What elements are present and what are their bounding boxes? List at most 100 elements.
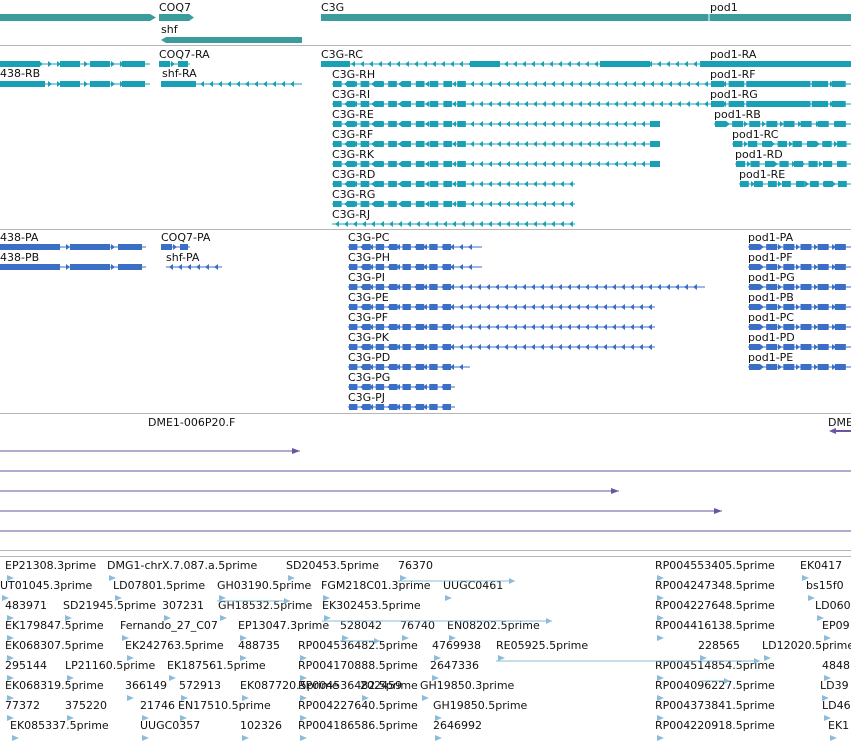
feature-glyph[interactable] [0,61,150,67]
est-glyph[interactable] [445,595,452,601]
feature-glyph[interactable] [710,81,851,87]
feature-glyph[interactable] [748,364,851,370]
est-glyph[interactable] [449,635,456,641]
feature-glyph[interactable] [0,244,146,250]
gene-bar-coq7[interactable] [159,14,189,21]
feature-glyph[interactable] [735,161,851,167]
feature-glyph[interactable] [748,264,851,270]
est-glyph[interactable] [242,695,249,701]
est-glyph[interactable] [824,715,831,721]
est-glyph[interactable] [12,735,19,741]
gene-bar-shf[interactable] [166,37,302,43]
feature-glyph[interactable] [0,81,150,87]
feature-glyph[interactable] [332,141,660,147]
est-glyph[interactable] [7,615,14,621]
est-glyph[interactable] [657,575,664,581]
feature-glyph[interactable] [348,324,655,330]
est-glyph[interactable] [435,735,442,741]
est-glyph[interactable] [7,675,14,681]
est-glyph[interactable] [109,575,116,581]
est-glyph[interactable] [657,735,664,741]
est-glyph[interactable] [400,575,407,581]
est-glyph[interactable] [657,615,664,621]
est-glyph[interactable] [169,675,176,681]
est-glyph[interactable] [657,595,664,601]
est-glyph[interactable] [300,655,307,661]
est-glyph[interactable] [300,675,307,681]
est-glyph[interactable] [220,615,227,621]
feature-glyph[interactable] [732,141,851,147]
est-glyph[interactable] [181,695,188,701]
est-glyph[interactable] [300,715,307,721]
est-glyph[interactable] [300,735,307,741]
est-glyph[interactable] [657,715,664,721]
feature-glyph[interactable] [348,264,482,270]
est-glyph[interactable] [802,575,809,581]
feature-glyph[interactable] [710,101,851,107]
est-glyph[interactable] [498,655,505,661]
est-glyph[interactable] [808,595,815,601]
feature-glyph[interactable] [159,61,190,67]
est-glyph[interactable] [362,695,369,701]
est-glyph[interactable] [657,695,664,701]
feature-glyph[interactable] [348,244,482,250]
est-glyph[interactable] [824,635,831,641]
feature-glyph[interactable] [332,221,575,227]
est-glyph[interactable] [657,675,664,681]
est-glyph[interactable] [164,615,171,621]
est-glyph[interactable] [422,695,429,701]
est-glyph[interactable] [122,635,129,641]
clone-feature[interactable] [0,488,619,494]
feature-glyph[interactable] [739,181,851,187]
est-glyph[interactable] [7,635,14,641]
est-glyph[interactable] [7,655,14,661]
est-glyph[interactable] [180,715,187,721]
est-glyph[interactable] [115,595,122,601]
est-glyph[interactable] [242,735,249,741]
est-glyph[interactable] [764,655,771,661]
est-glyph[interactable] [127,695,134,701]
est-glyph[interactable] [127,655,134,661]
est-glyph[interactable] [324,615,331,621]
gene-bar[interactable] [0,14,150,21]
est-glyph[interactable] [817,615,824,621]
est-glyph[interactable] [219,595,226,601]
feature-glyph[interactable] [348,304,655,310]
feature-glyph[interactable] [166,264,222,270]
feature-glyph[interactable] [348,344,655,350]
feature-glyph[interactable] [748,344,851,350]
gene-bar-c3g[interactable] [321,14,851,21]
est-glyph[interactable] [342,635,349,641]
feature-glyph[interactable] [714,121,851,127]
est-glyph[interactable] [830,735,837,741]
est-glyph[interactable] [67,715,74,721]
feature-glyph[interactable] [332,181,575,187]
feature-glyph[interactable] [161,244,190,250]
feature-glyph[interactable] [748,324,851,330]
est-glyph[interactable] [240,655,247,661]
feature-glyph[interactable] [710,61,851,67]
est-glyph[interactable] [67,675,74,681]
est-glyph[interactable] [142,715,149,721]
est-glyph[interactable] [7,715,14,721]
est-glyph[interactable] [323,595,330,601]
feature-glyph[interactable] [348,384,455,390]
clone-feature[interactable] [0,508,722,514]
feature-glyph[interactable] [348,284,705,290]
est-glyph[interactable] [435,715,442,721]
feature-glyph[interactable] [332,201,575,207]
est-glyph[interactable] [434,655,441,661]
est-glyph[interactable] [240,635,247,641]
clone-feature[interactable] [0,448,300,454]
est-glyph[interactable] [822,695,829,701]
est-glyph[interactable] [432,675,439,681]
feature-glyph[interactable] [748,304,851,310]
feature-glyph[interactable] [348,404,455,410]
feature-glyph[interactable] [348,364,470,370]
est-glyph[interactable] [2,595,9,601]
est-glyph[interactable] [288,575,295,581]
est-glyph[interactable] [402,635,409,641]
est-glyph[interactable] [824,675,831,681]
feature-glyph[interactable] [332,161,660,167]
